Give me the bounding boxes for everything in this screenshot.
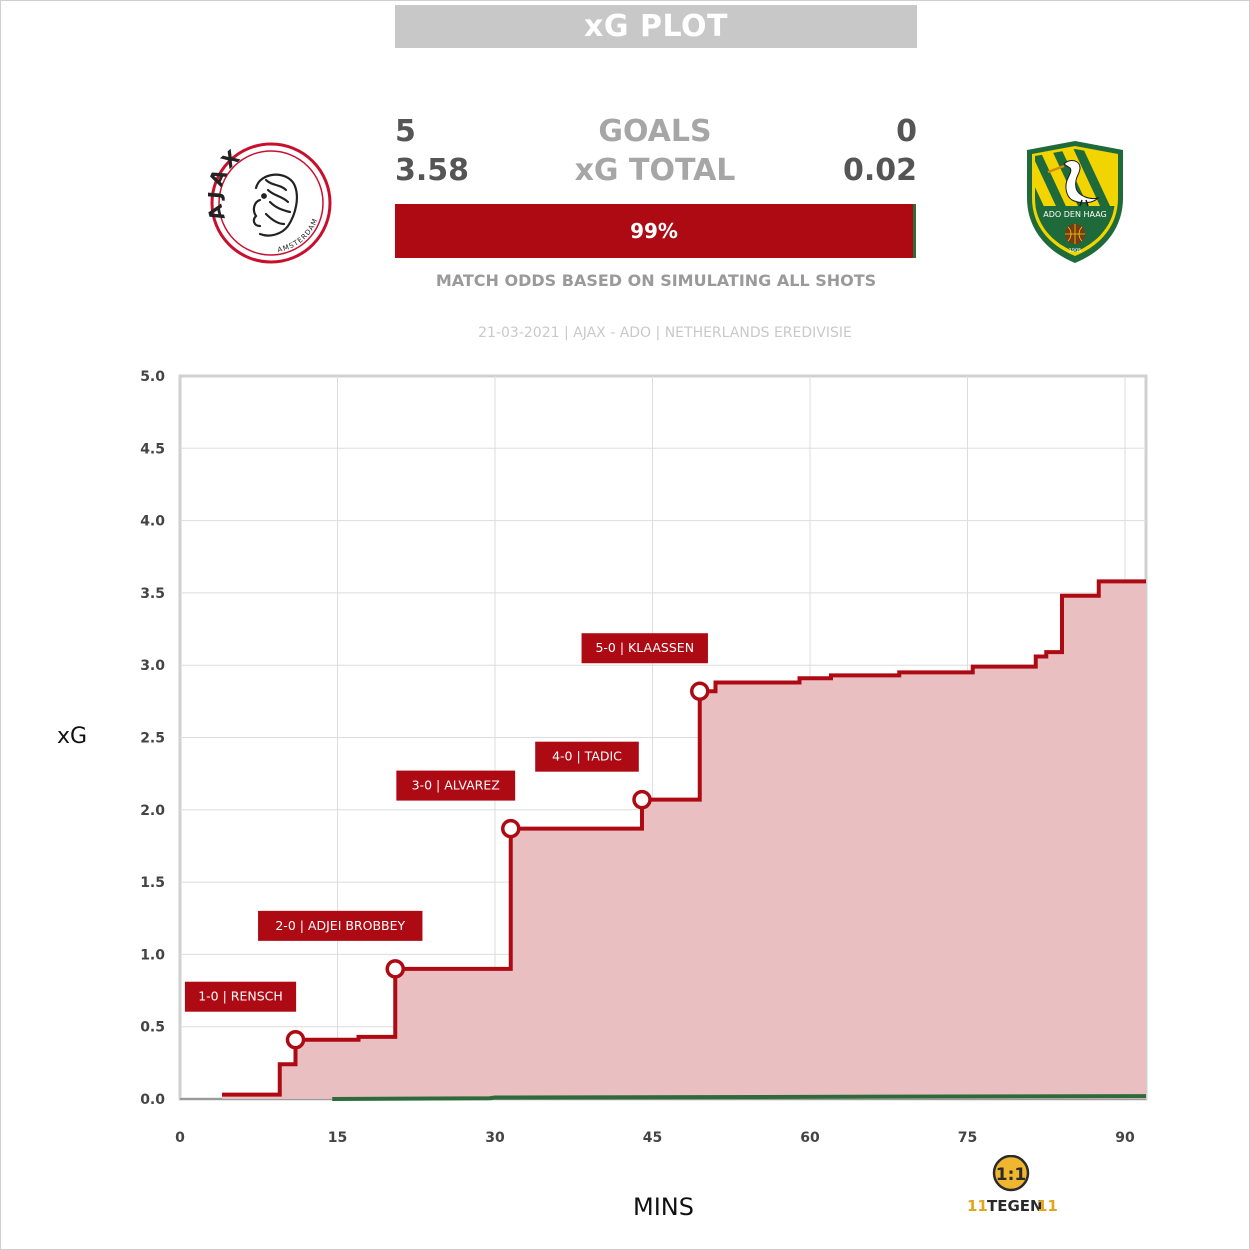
away-logo-text: ADO DEN HAAG	[1043, 210, 1106, 219]
y-axis-label: xG	[57, 724, 88, 749]
away-team-logo: ADO DEN HAAG 1905	[1027, 141, 1123, 263]
goal-marker	[690, 681, 710, 701]
goal-marker	[285, 1029, 306, 1050]
x-tick-label: 0	[175, 1130, 185, 1146]
brand-name-mid: TEGEN	[987, 1197, 1043, 1215]
y-tick-label: 2.5	[140, 731, 165, 747]
goal-marker	[385, 959, 405, 979]
x-axis-label: MINS	[633, 1193, 694, 1221]
away-odds-segment	[913, 204, 916, 258]
goal-marker	[632, 789, 652, 810]
ajax-head-icon	[252, 173, 298, 237]
y-tick-label: 1.0	[140, 947, 165, 963]
brand-logo: 1:1 11 TEGEN 11	[963, 1154, 1063, 1221]
away-goals: 0	[896, 114, 917, 149]
y-tick-label: 4.5	[140, 441, 165, 457]
x-tick-label: 90	[1115, 1130, 1135, 1146]
home-team-logo: AJAX AMSTERDAM	[208, 142, 332, 264]
goal-label: 3-0 | ALVAREZ	[412, 778, 500, 793]
match-info: 21-03-2021 | AJAX - ADO | NETHERLANDS ER…	[478, 325, 852, 341]
brand-name-right: 11	[1037, 1197, 1058, 1215]
goal-label: 2-0 | ADJEI BROBBEY	[275, 918, 405, 933]
goal-label: 1-0 | RENSCH	[198, 989, 283, 1004]
brand-name-left: 11	[967, 1197, 988, 1215]
y-tick-label: 2.0	[140, 803, 165, 819]
home-xg-total: 3.58	[395, 153, 470, 188]
y-tick-label: 3.5	[140, 586, 165, 602]
goal-label-box	[396, 770, 516, 801]
football-icon	[1065, 224, 1085, 244]
home-xg-line	[222, 579, 1146, 1097]
y-tick-label: 0.5	[140, 1020, 165, 1036]
x-tick-label: 75	[958, 1130, 977, 1146]
home-win-probability: 99%	[630, 219, 678, 243]
y-tick-label: 4.0	[140, 514, 165, 530]
goal-label-box	[535, 741, 639, 772]
x-tick-label: 15	[328, 1130, 347, 1146]
x-tick-label: 45	[643, 1130, 662, 1146]
x-tick-label: 60	[800, 1130, 820, 1146]
y-tick-label: 5.0	[140, 369, 165, 385]
goal-label: 4-0 | TADIC	[552, 749, 622, 764]
home-goals: 5	[395, 114, 416, 149]
away-xg-total: 0.02	[842, 153, 917, 188]
match-odds-note: MATCH ODDS BASED ON SIMULATING ALL SHOTS	[435, 271, 877, 290]
xg-total-label: xG TOTAL	[574, 153, 736, 188]
goal-marker	[501, 818, 521, 839]
page-title: xG PLOT	[395, 5, 917, 48]
goal-label-box	[581, 633, 708, 664]
match-odds-bar: 99%	[395, 204, 916, 258]
y-tick-label: 3.0	[140, 658, 165, 674]
y-tick-label: 0.0	[140, 1092, 165, 1108]
stork-icon	[1047, 160, 1100, 207]
goal-label-box	[184, 981, 297, 1012]
goals-label: GOALS	[598, 114, 712, 149]
x-tick-label: 30	[485, 1130, 505, 1146]
goal-label: 5-0 | KLAASSEN	[595, 640, 694, 655]
goal-label-box	[258, 910, 423, 941]
y-tick-label: 1.5	[140, 875, 165, 891]
away-xg-line	[332, 1094, 1147, 1101]
away-logo-year: 1905	[1069, 248, 1082, 254]
brand-mark-text: 1:1	[996, 1165, 1026, 1185]
